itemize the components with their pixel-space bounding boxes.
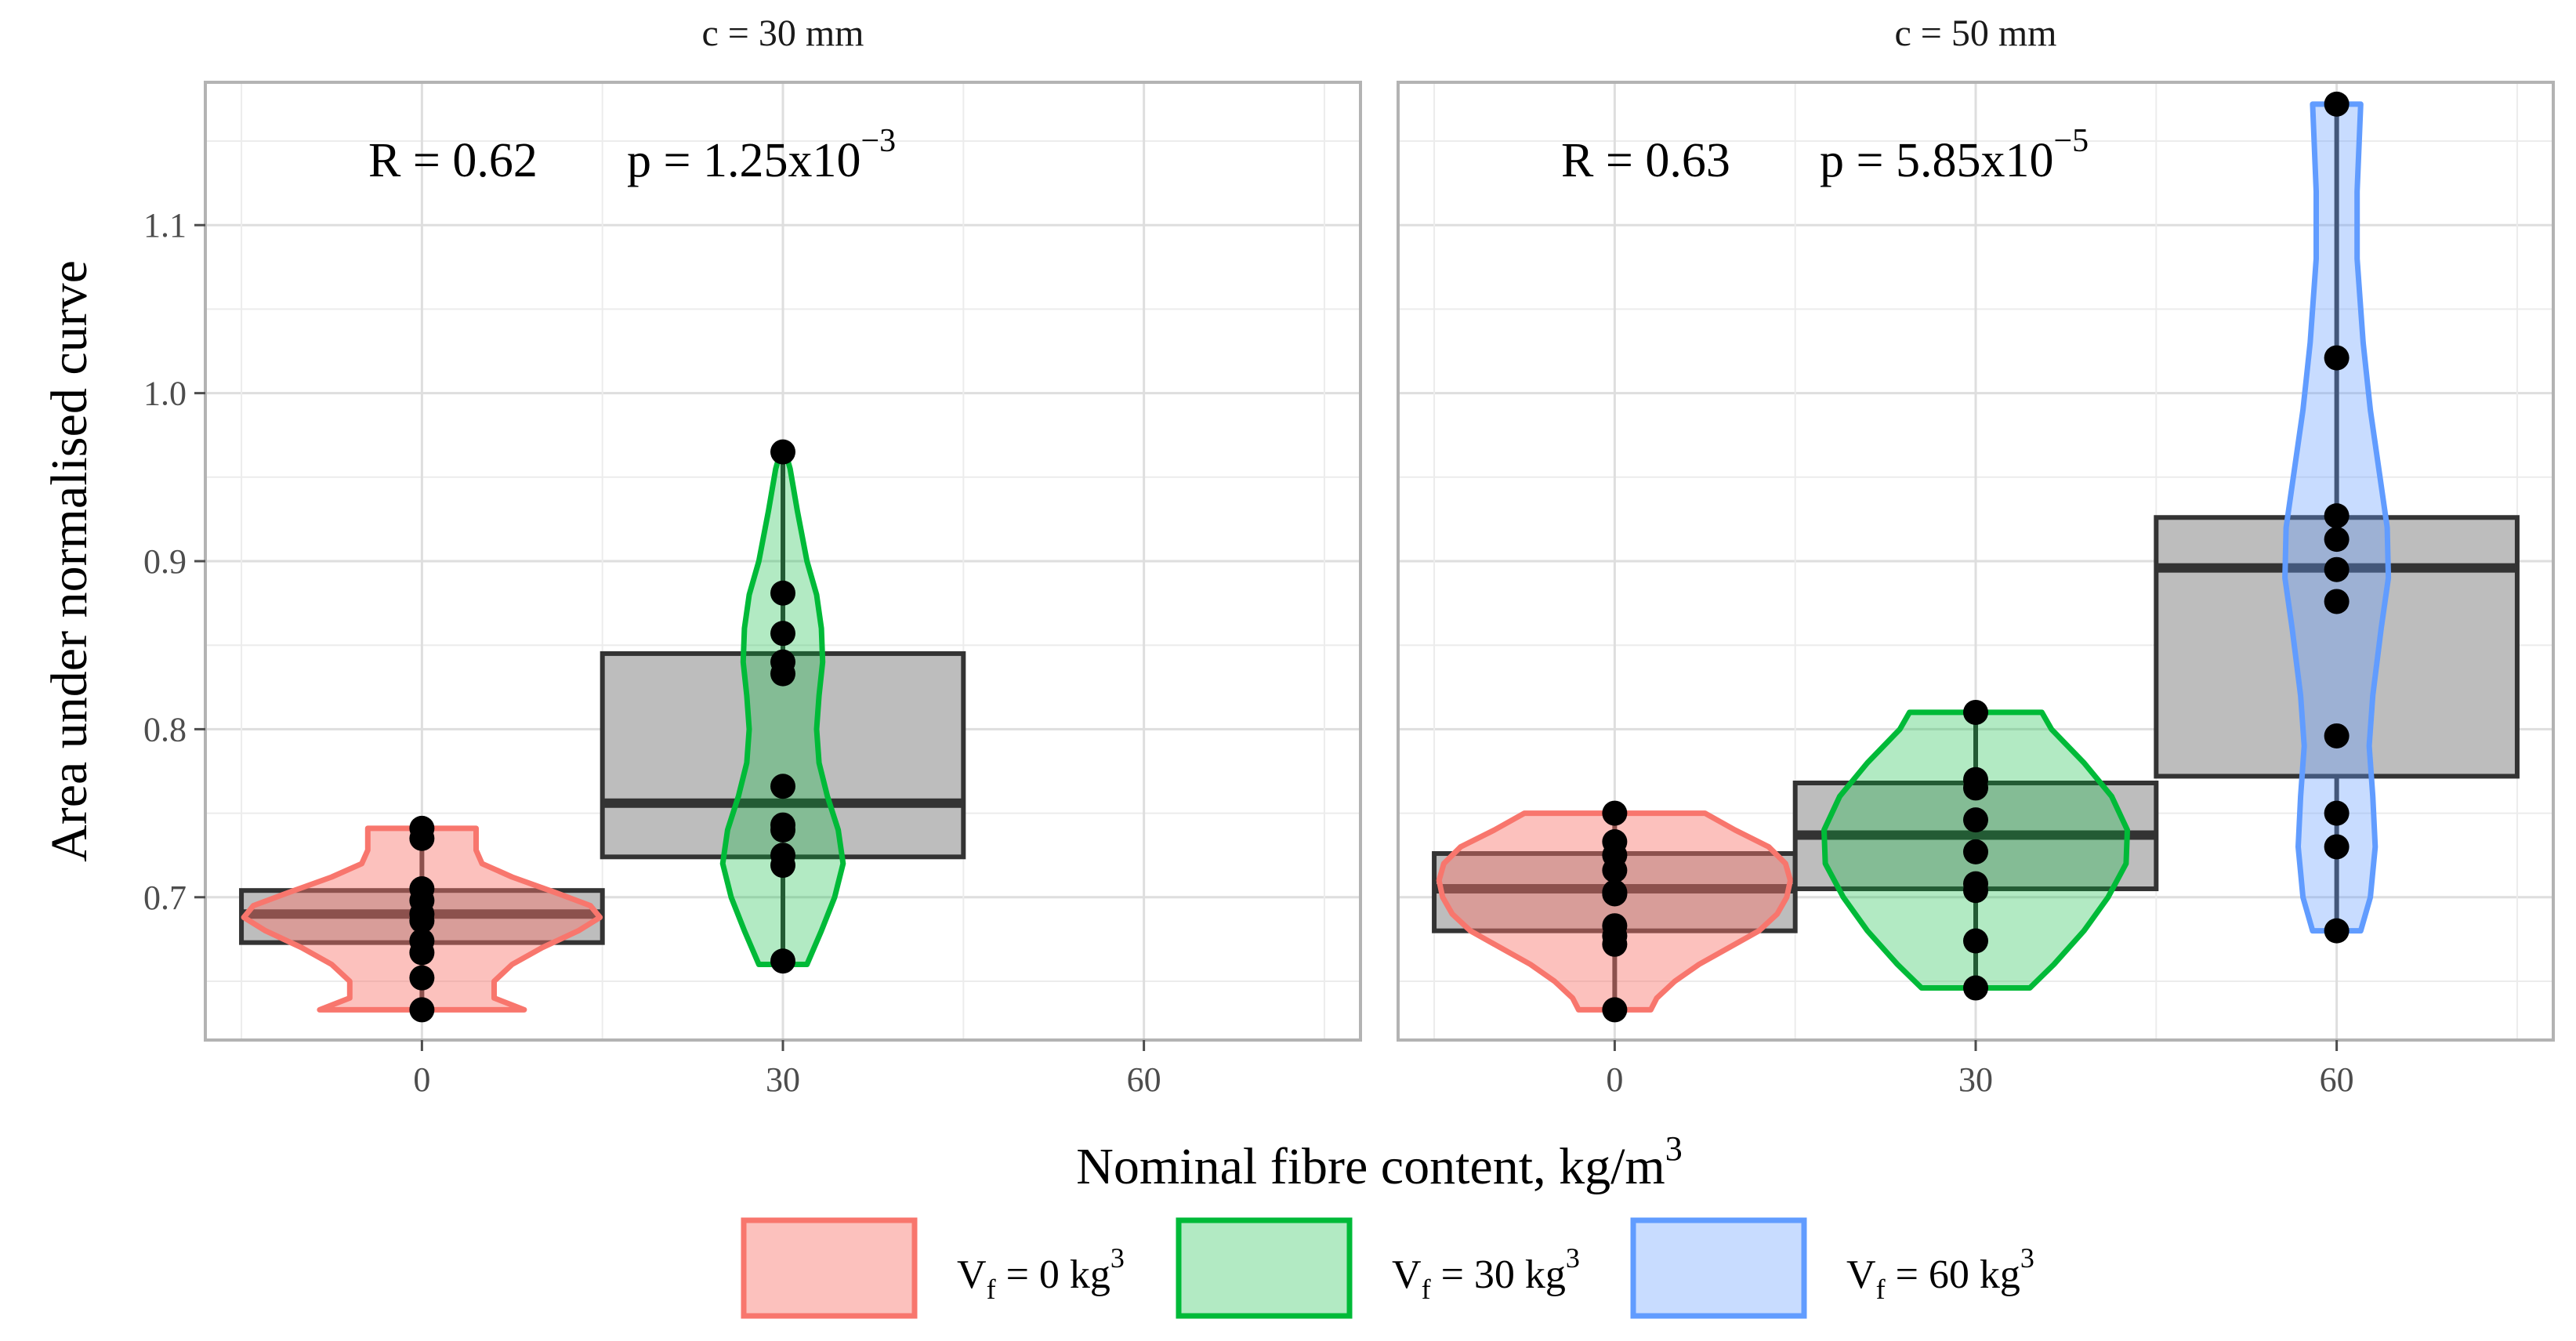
- legend-label: Vf = 0 kg3: [957, 1242, 1125, 1305]
- data-point: [2324, 723, 2350, 748]
- legend-key-background: [1630, 1217, 1807, 1319]
- data-point: [2324, 527, 2350, 553]
- y-tick-label: 0.7: [143, 879, 187, 917]
- y-tick-label: 0.8: [143, 710, 187, 748]
- data-point: [1963, 975, 1988, 1001]
- marks-c30: [239, 439, 966, 1023]
- stat-p-exp-c50: −5: [2053, 123, 2089, 159]
- x-axis-title-sup: 3: [1665, 1129, 1683, 1168]
- data-point: [2324, 91, 2350, 117]
- stat-R-c50: R = 0.63: [1561, 134, 1730, 187]
- x-axis-title-text: Nominal fibre content, kg/m: [1076, 1138, 1665, 1195]
- y-axis-title: Area under normalised curve: [41, 260, 98, 862]
- x-tick-label: 60: [2320, 1060, 2354, 1099]
- data-point: [2324, 800, 2350, 826]
- data-point: [2324, 556, 2350, 582]
- data-point: [1963, 699, 1988, 725]
- data-point: [1602, 997, 1628, 1023]
- data-point: [1963, 928, 1988, 954]
- x-tick-label: 0: [413, 1060, 430, 1099]
- x-tick-label: 60: [1127, 1060, 1161, 1099]
- x-tick-label: 30: [1958, 1060, 1993, 1099]
- stat-p-base-c50: p = 5.85x10: [1820, 134, 2053, 187]
- violin-shape: [1436, 810, 1793, 1013]
- legend: Vf = 0 kg3 Vf = 30 kg3 Vf = 60 kg3: [741, 1217, 2034, 1319]
- panel-title-c50: c = 50 mm: [1894, 13, 2056, 54]
- data-point: [2324, 589, 2350, 614]
- data-point: [770, 580, 795, 606]
- x-tick-label: 30: [766, 1060, 800, 1099]
- legend-label-part: = 30 kg: [1431, 1252, 1566, 1297]
- data-point: [770, 621, 795, 647]
- stat-R-c30: R = 0.62: [368, 134, 538, 187]
- data-point: [1602, 881, 1628, 907]
- stat-p-exp-c30: −3: [860, 123, 896, 159]
- data-point: [1602, 857, 1628, 883]
- legend-key-background: [741, 1217, 918, 1319]
- data-point: [1963, 775, 1988, 801]
- legend-label-part: = 0 kg: [996, 1252, 1110, 1297]
- y-tick-label: 0.9: [143, 542, 187, 581]
- data-point: [770, 853, 795, 879]
- data-point: [770, 661, 795, 687]
- data-point: [770, 948, 795, 974]
- data-point: [2324, 345, 2350, 371]
- x-axis-title: Nominal fibre content, kg/m3: [1076, 1129, 1683, 1195]
- data-point: [1602, 931, 1628, 957]
- data-point: [409, 940, 435, 966]
- legend-key-swatch: [1630, 1217, 1807, 1319]
- legend-label-part: 3: [1566, 1242, 1580, 1274]
- panel-title-c30: c = 30 mm: [701, 13, 864, 54]
- legend-key-swatch: [1176, 1217, 1353, 1319]
- panel-c30: c = 30 mm R = 0.62 p = 1.25x10−3: [204, 13, 1362, 1042]
- legend-label-part: f: [987, 1274, 996, 1305]
- legend-label: Vf = 60 kg3: [1846, 1242, 2034, 1305]
- data-point: [1963, 878, 1988, 904]
- legend-label-part: 3: [1110, 1242, 1125, 1274]
- data-point: [2324, 918, 2350, 944]
- stat-p-base-c30: p = 1.25x10: [627, 134, 860, 187]
- x-axis: 0 30 60 0 30 60: [413, 1040, 2354, 1099]
- legend-label-part: = 60 kg: [1886, 1252, 2020, 1297]
- data-point: [2324, 834, 2350, 860]
- data-point: [1963, 807, 1988, 833]
- legend-label-part: V: [1392, 1252, 1422, 1297]
- data-point: [770, 817, 795, 843]
- panel-c50: c = 50 mm R = 0.63 p = 5.85x10−5: [1397, 13, 2555, 1042]
- stat-p-c30: p = 1.25x10−3: [627, 123, 896, 187]
- data-point: [409, 965, 435, 991]
- data-point: [2324, 503, 2350, 529]
- legend-key-swatch: [741, 1217, 918, 1319]
- data-point: [1963, 839, 1988, 864]
- stat-p-c50: p = 5.85x10−5: [1820, 123, 2089, 187]
- data-point: [409, 997, 435, 1023]
- legend-label-part: V: [957, 1252, 987, 1297]
- y-tick-label: 1.0: [143, 375, 187, 413]
- x-tick-label: 0: [1606, 1060, 1623, 1099]
- y-axis: 0.7 0.8 0.9 1.0 1.1: [143, 206, 205, 917]
- y-tick-label: 1.1: [143, 206, 187, 245]
- data-point: [1602, 800, 1628, 826]
- legend-label-part: 3: [2020, 1242, 2034, 1274]
- legend-label: Vf = 30 kg3: [1392, 1242, 1580, 1305]
- legend-key-background: [1176, 1217, 1353, 1319]
- data-point: [409, 825, 435, 851]
- data-point: [409, 908, 435, 933]
- legend-label-part: f: [1876, 1274, 1886, 1305]
- legend-label-part: V: [1846, 1252, 1876, 1297]
- data-point: [770, 774, 795, 799]
- legend-label-part: f: [1422, 1274, 1431, 1305]
- data-point: [770, 439, 795, 465]
- marks-c50: [1432, 91, 2520, 1023]
